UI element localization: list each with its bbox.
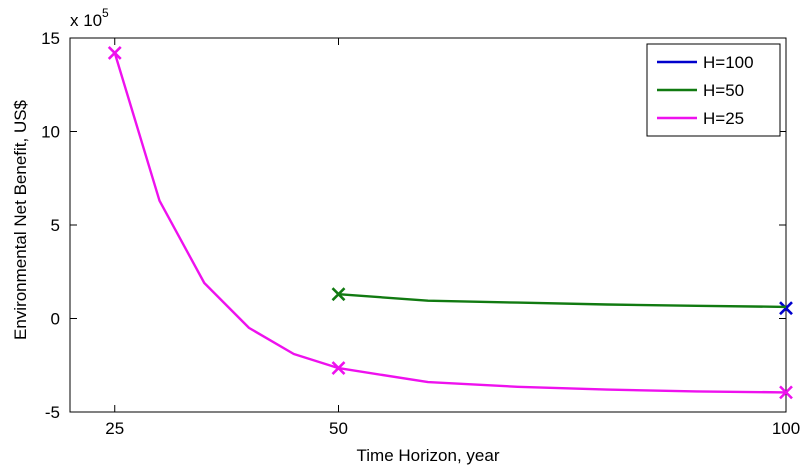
legend-item: H=50 — [657, 81, 744, 100]
data-point-marker — [331, 287, 346, 302]
tick-labels: 25 50 100 -5 0 5 10 15 — [41, 29, 800, 438]
x-tick-label: 25 — [105, 419, 124, 438]
y-tick-label: 10 — [41, 123, 60, 142]
y-tick-label: -5 — [45, 403, 60, 422]
series-h-100 — [779, 301, 793, 316]
y-multiplier-base: x 10 — [70, 11, 102, 30]
legend-item: H=100 — [657, 53, 754, 72]
y-tick-label: 0 — [51, 310, 60, 329]
data-point-marker — [779, 385, 793, 400]
series-h-50 — [331, 287, 787, 309]
legend-label: H=50 — [703, 81, 744, 100]
y-tick-label: 5 — [51, 216, 60, 235]
series-h-25 — [107, 46, 793, 400]
x-tick-label: 50 — [329, 419, 348, 438]
legend-label: H=100 — [703, 53, 754, 72]
axis-ticks — [70, 37, 787, 413]
y-axis-title: Environmental Net Benefit, US$ — [11, 99, 30, 340]
legend-item: H=25 — [657, 109, 744, 128]
data-point-marker — [331, 361, 346, 375]
legend: H=100 H=50 H=25 — [646, 43, 781, 137]
series-layer — [107, 46, 793, 400]
x-axis-title: Time Horizon, year — [357, 446, 500, 465]
data-point-marker — [779, 301, 793, 316]
data-point-marker — [107, 46, 122, 60]
y-multiplier-exponent: 5 — [102, 6, 109, 20]
x-tick-label: 100 — [772, 419, 800, 438]
legend-label: H=25 — [703, 109, 744, 128]
series-line-h-50 — [338, 293, 787, 309]
y-tick-label: 15 — [41, 29, 60, 48]
